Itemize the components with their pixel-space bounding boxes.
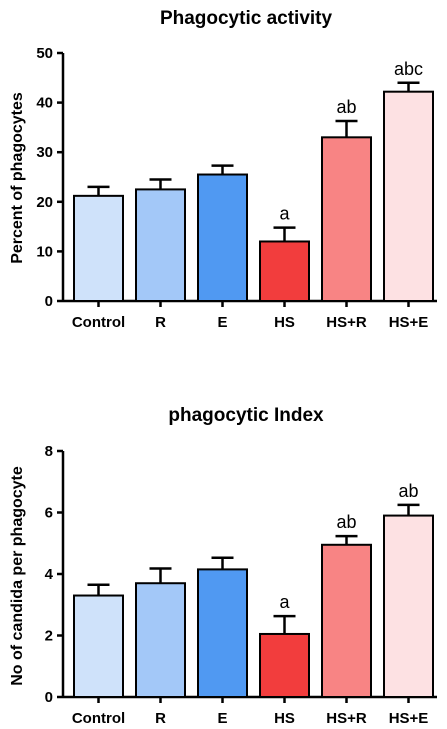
bar-hs-plus-e	[383, 90, 434, 302]
bar-control	[73, 194, 124, 303]
x-tick-label: E	[217, 314, 227, 331]
bar-e	[197, 173, 248, 303]
y-tick-label: 10	[36, 243, 53, 260]
significance-label: a	[279, 204, 290, 224]
y-tick-label: 40	[36, 95, 53, 112]
bar-hs	[259, 240, 310, 302]
x-tick-label: Control	[72, 314, 125, 331]
chart-phagocytic-index: phagocytic Index No of candida per phago…	[9, 405, 437, 727]
bar-r	[135, 188, 186, 302]
y-tick-label: 30	[36, 144, 53, 161]
x-tick-label: R	[155, 314, 166, 331]
chart-title: Phagocytic activity	[160, 8, 333, 29]
bar-control	[73, 594, 124, 699]
y-tick-label: 6	[45, 505, 53, 522]
chart-title: phagocytic Index	[168, 405, 324, 426]
x-tick-label: HS	[274, 710, 295, 727]
y-axis-label: No of candida per phagocyte	[9, 466, 26, 686]
y-axis-label: Percent of phagocytes	[9, 92, 26, 264]
bar-hs	[259, 632, 310, 699]
x-tick-label: HS	[274, 314, 295, 331]
y-tick-label: 50	[36, 45, 53, 62]
chart-phagocytic-activity: Phagocytic activity Percent of phagocyte…	[9, 8, 437, 331]
significance-label: ab	[398, 481, 418, 501]
y-tick-label: 8	[45, 443, 53, 460]
bar-hs-plus-r	[321, 543, 372, 698]
x-tick-label: HS+R	[326, 314, 367, 331]
x-tick-label: Control	[72, 710, 125, 727]
y-tick-label: 2	[45, 628, 53, 645]
bar-hs-plus-r	[321, 136, 372, 302]
y-tick-label: 4	[45, 566, 54, 583]
bar-hs-plus-e	[383, 514, 434, 699]
y-tick-label: 20	[36, 194, 53, 211]
bar-r	[135, 582, 186, 698]
x-tick-label: HS+E	[389, 710, 429, 727]
significance-label: ab	[336, 512, 356, 532]
x-tick-label: HS+R	[326, 710, 367, 727]
x-tick-label: HS+E	[389, 314, 429, 331]
y-tick-label: 0	[45, 689, 53, 706]
y-tick-label: 0	[45, 293, 53, 310]
significance-label: ab	[336, 97, 356, 117]
x-tick-label: R	[155, 710, 166, 727]
x-tick-label: E	[217, 710, 227, 727]
significance-label: a	[279, 592, 290, 612]
significance-label: abc	[394, 59, 423, 79]
bar-e	[197, 568, 248, 699]
